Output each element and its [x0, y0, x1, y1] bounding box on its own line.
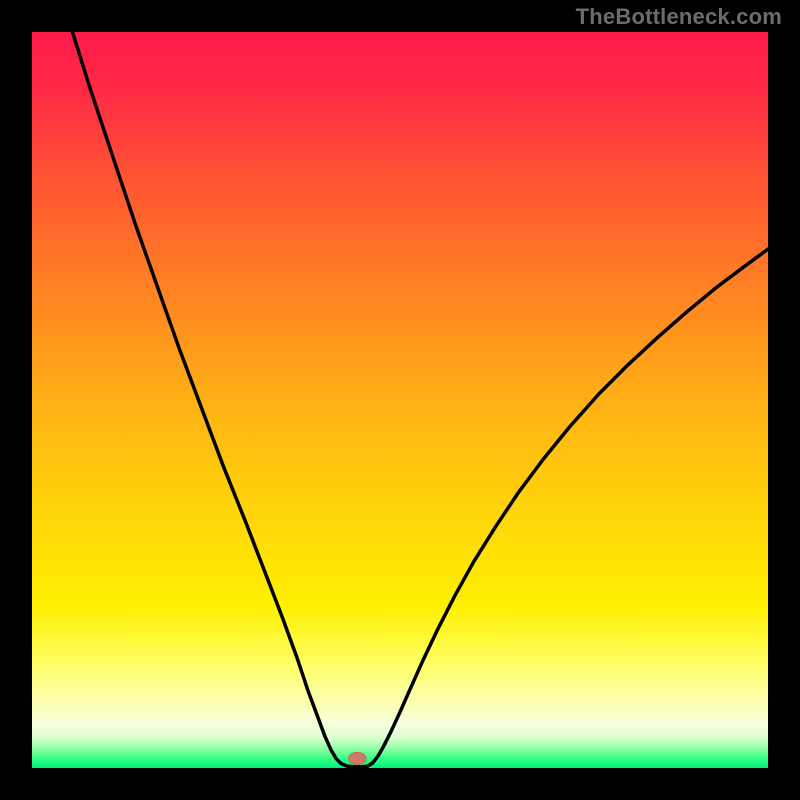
gradient-background [32, 32, 768, 768]
bottleneck-plot [32, 32, 768, 768]
chart-frame: TheBottleneck.com [0, 0, 800, 800]
optimal-point-marker [348, 752, 366, 765]
watermark-text: TheBottleneck.com [576, 4, 782, 30]
